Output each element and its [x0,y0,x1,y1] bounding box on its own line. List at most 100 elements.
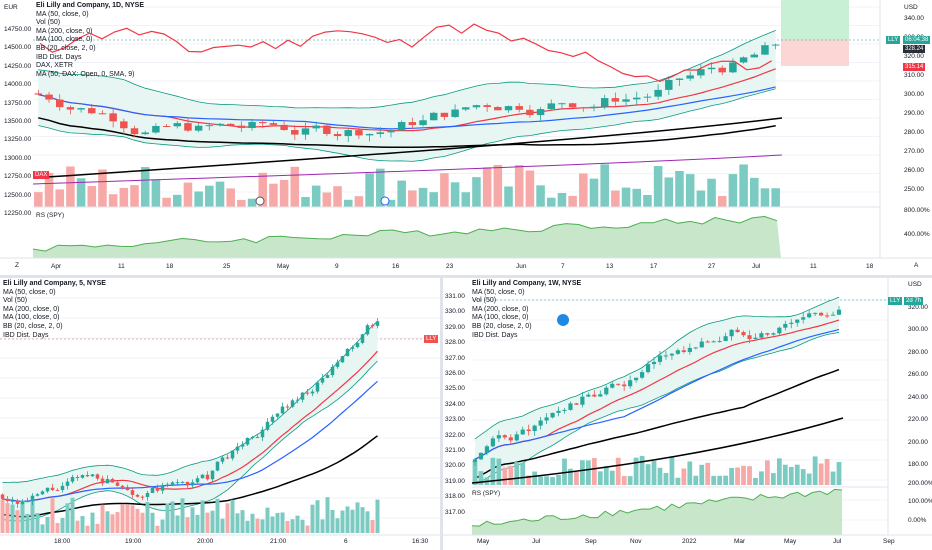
br-price-tick-10: 100.00% [908,498,932,505]
br-candle-body [550,412,555,418]
top-time-tick-4: May [277,263,290,270]
bottom-left-chart-pane[interactable]: Eli Lilly and Company, 5, NYSE MA (50, c… [0,278,440,550]
br-candle-body [777,327,782,334]
top-time-tick-14: 11 [810,263,817,270]
bl-candle-body [165,484,170,486]
bl-volume-bar [240,510,245,533]
top-time-tick-11: 17 [650,263,658,270]
bl-volume-bar [80,516,85,533]
bl-legend-ma100[interactable]: MA (100, close, 0) [3,314,60,322]
bl-candle-body [140,496,145,498]
bl-volume-bar [65,503,70,533]
pane-separator-vertical[interactable] [440,278,443,550]
top-legend-dax-ma[interactable]: MA (50, DAX: Open, 0, SMA, 9) [36,70,135,78]
br-volume-bar [556,474,561,485]
bl-legend: Eli Lilly and Company, 5, NYSE MA (50, c… [3,280,106,340]
top-volume-bar [237,199,246,207]
br-candle-body [574,403,579,405]
top-chart-canvas[interactable] [0,0,932,275]
bl-volume-bar [175,515,180,533]
top-volume-bar [354,196,364,207]
top-volume-bar [525,170,535,207]
br-rs-line [471,488,843,527]
br-volume-bar [812,456,818,485]
top-candle-body [451,109,459,117]
br-ma200-line [474,368,840,480]
bl-legend-ma50[interactable]: MA (50, close, 0) [3,288,56,296]
bl-legend-ibd[interactable]: IBD Dist. Days [3,331,49,339]
top-corner-z[interactable]: Z [15,262,19,269]
br-legend-ibd[interactable]: IBD Dist. Days [472,331,518,339]
top-volume-bar [269,183,278,207]
br-candle-body [717,341,722,343]
top-legend-vol[interactable]: Vol (50) [36,19,61,27]
br-candle-body [699,341,704,348]
bl-candle-body [200,474,205,479]
bl-candle-body [255,437,260,439]
top-left-tick-7: 13000.00 [4,154,32,162]
top-dax-tag[interactable]: DAX [33,171,50,179]
bottom-right-chart-canvas[interactable] [443,278,932,550]
br-volume-bar [472,461,478,485]
pane-separator-horizontal[interactable] [0,275,932,278]
bl-candle-body [315,382,320,392]
top-legend-dax[interactable]: DAX, XETR [36,62,73,70]
top-candle-body [216,123,224,126]
top-candle-body [729,62,737,73]
top-legend-ma50[interactable]: MA (50, close, 0) [36,10,89,18]
bl-legend-bb[interactable]: BB (20, close, 2, 0) [3,322,63,330]
top-legend-ibd[interactable]: IBD Dist. Days [36,53,82,61]
bl-price-tick-14: 317.00 [445,508,465,516]
br-legend-ma200[interactable]: MA (200, close, 0) [472,305,529,313]
top-time-tick-3: 25 [223,263,231,270]
top-volume-bar [675,170,684,207]
br-volume-bar [782,464,788,485]
br-legend-bb[interactable]: BB (20, close, 2, 0) [472,322,532,330]
br-volume-bar [794,464,800,485]
bl-candle-body [210,470,215,480]
top-lly-tag[interactable]: LLY [886,36,901,44]
bottom-right-chart-pane[interactable]: 331.00 330.00 329.00 328.00 327.00 326.00 325.… [443,278,932,550]
top-candle-body [739,57,748,63]
bl-candle-body [100,478,105,484]
bl-candle-body [340,356,345,363]
top-candle-body [494,107,502,111]
bl-legend-ma200[interactable]: MA (200, close, 0) [3,305,60,313]
top-time-tick-0: Apr [51,263,62,270]
bl-candle-body [15,500,20,504]
br-legend-vol[interactable]: Vol (50) [472,297,497,305]
top-time-tick-5: 9 [335,263,339,270]
br-volume-bar [478,471,484,485]
top-legend: Eli Lilly and Company, 1D, NYSE MA (50, … [36,2,144,79]
top-candle-body [66,107,75,110]
br-ma100-line [474,328,840,460]
br-legend-ma50[interactable]: MA (50, close, 0) [472,288,525,296]
br-candle-body [568,403,573,410]
top-legend-bb[interactable]: BB (20, close, 2, 0) [36,44,96,52]
bl-candle-body [355,342,360,348]
top-left-tick-4: 13750.00 [4,99,32,107]
top-candle-body [365,133,374,136]
bl-candle-body [330,366,335,376]
br-candle-body [508,437,513,441]
br-legend-ma100[interactable]: MA (100, close, 0) [472,314,529,322]
top-legend-ma200[interactable]: MA (200, close, 0) [36,27,93,35]
bl-lly-tag[interactable]: LLY [424,335,439,343]
br-lly-tag[interactable]: LLY [888,297,903,305]
top-currency-left: EUR [4,4,18,11]
bl-legend-vol[interactable]: Vol (50) [3,297,28,305]
bl-candle-body [50,487,55,490]
top-corner-a[interactable]: A [914,262,919,269]
top-candle-body [568,103,577,108]
top-legend-ma100[interactable]: MA (100, close, 0) [36,36,93,44]
br-price-tick-6: 220.00 [908,416,928,423]
top-chart-pane[interactable]: Eli Lilly and Company, 1D, NYSE MA (50, … [0,0,932,275]
bottom-left-chart-canvas[interactable] [0,278,440,550]
bl-volume-bar [285,520,290,533]
bl-volume-bar [170,501,175,533]
br-candle-body [789,322,794,324]
bl-candle-body [280,406,285,414]
bl-candle-body [150,487,155,493]
top-volume-bar [108,194,118,207]
top-volume-bar [589,178,599,207]
